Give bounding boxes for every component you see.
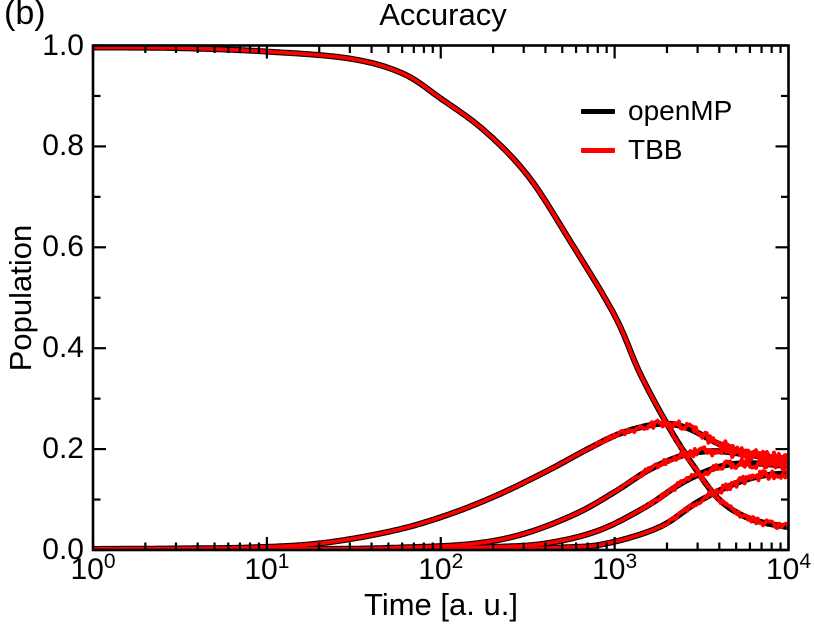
legend-entry-tbb: TBB bbox=[581, 135, 732, 165]
x-tick-label: 103 bbox=[592, 550, 638, 586]
chart-title: Accuracy bbox=[379, 0, 507, 32]
x-tick-label: 102 bbox=[418, 550, 464, 586]
legend-label-tbb: TBB bbox=[628, 134, 683, 165]
legend-swatch-tbb bbox=[581, 147, 615, 153]
y-tick-label: 0.8 bbox=[42, 129, 84, 163]
legend-label-openmp: openMP bbox=[628, 95, 733, 126]
y-tick-label: 0.0 bbox=[42, 533, 84, 566]
y-tick-label: 0.2 bbox=[42, 432, 84, 466]
y-tick-label: 1.0 bbox=[42, 28, 84, 62]
legend: openMP TBB bbox=[581, 96, 732, 165]
x-tick-label: 100 bbox=[70, 550, 116, 586]
x-tick-label: 101 bbox=[244, 550, 290, 586]
legend-swatch-openmp bbox=[581, 108, 615, 114]
panel-label: (b) bbox=[4, 0, 46, 32]
x-tick-label: 104 bbox=[765, 550, 812, 586]
y-tick-label: 0.6 bbox=[42, 230, 84, 264]
y-tick-label: 0.4 bbox=[42, 331, 84, 365]
legend-entry-openmp: openMP bbox=[581, 96, 732, 126]
x-axis-label: Time [a. u.] bbox=[364, 587, 518, 622]
